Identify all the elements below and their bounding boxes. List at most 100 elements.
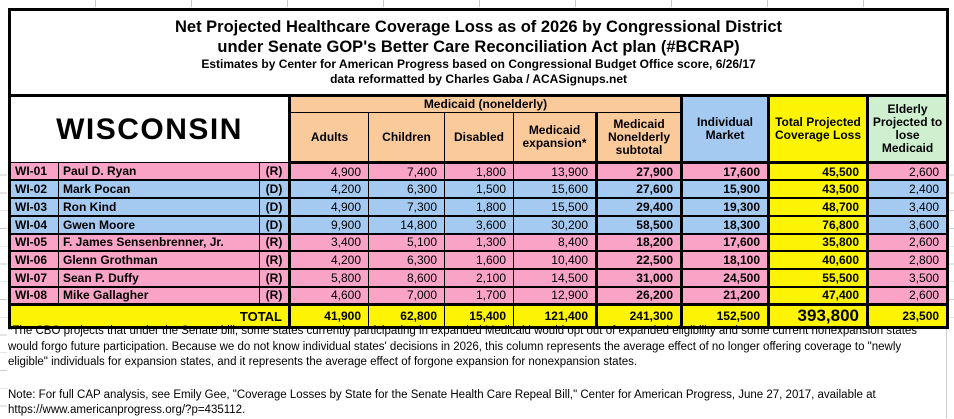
- elderly-cell: 3,400: [866, 197, 949, 217]
- rep-name-cell: Ron Kind: [58, 197, 260, 217]
- state-label: WISCONSIN: [9, 95, 291, 163]
- subtotal-cell: 18,200: [596, 233, 683, 253]
- adults-cell: 4,200: [289, 250, 369, 270]
- elderly-cell: 3,500: [866, 268, 949, 288]
- individual-market-cell: 21,200: [681, 286, 770, 306]
- children-cell: 7,400: [368, 162, 445, 182]
- expansion-cell: 10,400: [513, 250, 598, 270]
- coverage-table: Net Projected Healthcare Coverage Loss a…: [8, 8, 950, 329]
- rep-name-cell: Glenn Grothman: [58, 250, 260, 270]
- elderly-cell: 2,400: [866, 179, 949, 199]
- total-row: TOTAL 41,900 62,800 15,400 121,400 241,3…: [9, 303, 949, 328]
- district-cell: WI-04: [9, 215, 59, 235]
- individual-market-cell: 15,900: [681, 179, 770, 199]
- children-cell: 5,100: [368, 233, 445, 253]
- children-cell: 7,300: [368, 197, 445, 217]
- expansion-cell: 30,200: [513, 215, 598, 235]
- elderly-cell: 2,600: [866, 233, 949, 253]
- party-cell: (D): [259, 215, 291, 235]
- col-group-medicaid-nonelderly: Medicaid (nonelderly): [289, 95, 683, 113]
- district-cell: WI-07: [9, 268, 59, 288]
- footnote-expansion: *The CBO projects that under the Senate …: [8, 325, 918, 368]
- col-header-medicaid-nonelderly-subtotal: Medicaid Nonelderly subtotal: [596, 112, 683, 164]
- total-loss-cell: 55,500: [768, 268, 869, 288]
- disabled-cell: 1,800: [444, 162, 514, 182]
- district-row-wi01: WI-01 Paul D. Ryan (R) 4,900 7,400 1,800…: [9, 162, 949, 182]
- party-cell: (D): [259, 197, 291, 217]
- individual-market-cell: 17,600: [681, 162, 770, 182]
- spreadsheet-gridlines-left: [0, 158, 7, 418]
- individual-market-cell: 19,300: [681, 197, 770, 217]
- party-cell: (R): [259, 286, 291, 306]
- disabled-cell: 1,500: [444, 179, 514, 199]
- district-cell: WI-02: [9, 179, 59, 199]
- disabled-cell: 1,800: [444, 197, 514, 217]
- rep-name-cell: Paul D. Ryan: [58, 162, 260, 182]
- subtitle-line-1: Estimates by Center for American Progres…: [201, 57, 756, 71]
- children-cell: 7,000: [368, 286, 445, 306]
- disabled-total-cell: 15,400: [444, 303, 514, 328]
- individual-market-cell: 18,100: [681, 250, 770, 270]
- subtotal-total-cell: 241,300: [596, 303, 683, 328]
- subtotal-cell: 26,200: [596, 286, 683, 306]
- elderly-total-cell: 23,500: [866, 303, 949, 328]
- individual-market-cell: 18,300: [681, 215, 770, 235]
- subtotal-cell: 22,500: [596, 250, 683, 270]
- district-row-wi08: WI-08 Mike Gallagher (R) 4,600 7,000 1,7…: [9, 286, 949, 306]
- title-line-2: under Senate GOP's Better Care Reconcili…: [217, 38, 740, 56]
- title-line-1: Net Projected Healthcare Coverage Loss a…: [175, 18, 783, 36]
- subtotal-cell: 31,000: [596, 268, 683, 288]
- total-loss-cell: 45,500: [768, 162, 869, 182]
- district-cell: WI-08: [9, 286, 59, 306]
- children-cell: 14,800: [368, 215, 445, 235]
- total-loss-cell: 43,500: [768, 179, 869, 199]
- adults-cell: 9,900: [289, 215, 369, 235]
- disabled-cell: 1,700: [444, 286, 514, 306]
- party-cell: (R): [259, 233, 291, 253]
- district-row-wi06: WI-06 Glenn Grothman (R) 4,200 6,300 1,6…: [9, 250, 949, 270]
- rep-name-cell: F. James Sensenbrenner, Jr.: [58, 233, 260, 253]
- rep-name-cell: Gwen Moore: [58, 215, 260, 235]
- table-title-block: Net Projected Healthcare Coverage Loss a…: [8, 9, 949, 97]
- expansion-cell: 13,900: [513, 162, 598, 182]
- district-cell: WI-06: [9, 250, 59, 270]
- children-cell: 8,600: [368, 268, 445, 288]
- district-row-wi05: WI-05 F. James Sensenbrenner, Jr. (R) 3,…: [9, 233, 949, 253]
- total-loss-cell: 47,400: [768, 286, 869, 306]
- district-row-wi02: WI-02 Mark Pocan (D) 4,200 6,300 1,500 1…: [9, 179, 949, 199]
- subtotal-cell: 27,900: [596, 162, 683, 182]
- expansion-cell: 14,500: [513, 268, 598, 288]
- adults-cell: 5,800: [289, 268, 369, 288]
- district-row-wi03: WI-03 Ron Kind (D) 4,900 7,300 1,800 15,…: [9, 197, 949, 217]
- party-cell: (D): [259, 179, 291, 199]
- elderly-cell: 2,600: [866, 286, 949, 306]
- disabled-cell: 1,300: [444, 233, 514, 253]
- total-label: TOTAL: [9, 303, 291, 328]
- spreadsheet-gridlines-top: [0, 0, 954, 7]
- total-loss-cell: 40,600: [768, 250, 869, 270]
- expansion-cell: 12,900: [513, 286, 598, 306]
- children-cell: 6,300: [368, 250, 445, 270]
- footnote-source-note: Note: For full CAP analysis, see Emily G…: [8, 388, 876, 417]
- col-header-medicaid-expansion: Medicaid expansion*: [513, 112, 598, 164]
- rep-name-cell: Sean P. Duffy: [58, 268, 260, 288]
- individual-market-cell: 17,600: [681, 233, 770, 253]
- elderly-cell: 2,600: [866, 162, 949, 182]
- district-cell: WI-03: [9, 197, 59, 217]
- col-header-children: Children: [368, 112, 445, 164]
- adults-cell: 4,200: [289, 179, 369, 199]
- footnotes-block: *The CBO projects that under the Senate …: [8, 324, 944, 419]
- subtotal-cell: 58,500: [596, 215, 683, 235]
- disabled-cell: 2,100: [444, 268, 514, 288]
- spreadsheet-gridlines-right: [947, 158, 954, 320]
- subtitle-line-2: data reformatted by Charles Gaba / ACASi…: [330, 72, 628, 86]
- adults-cell: 4,600: [289, 286, 369, 306]
- expansion-cell: 8,400: [513, 233, 598, 253]
- col-header-adults: Adults: [289, 112, 369, 164]
- subtotal-cell: 27,600: [596, 179, 683, 199]
- individual-market-total-cell: 152,500: [681, 303, 770, 328]
- party-cell: (R): [259, 268, 291, 288]
- expansion-total-cell: 121,400: [513, 303, 598, 328]
- expansion-cell: 15,500: [513, 197, 598, 217]
- col-header-individual-market: Individual Market: [681, 95, 770, 164]
